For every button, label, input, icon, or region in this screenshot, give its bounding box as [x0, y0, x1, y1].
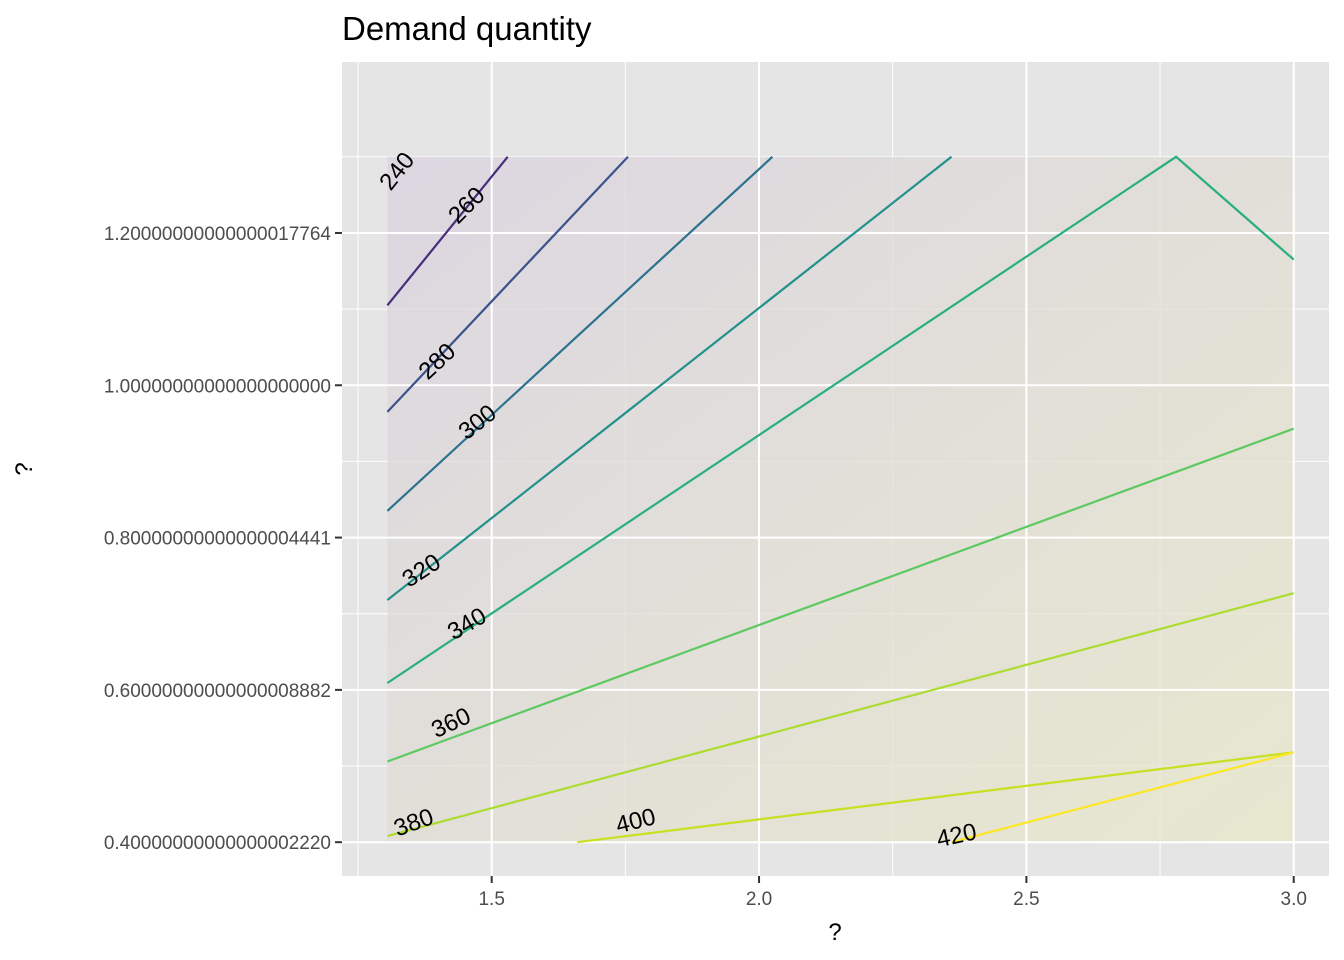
- y-axis: 0.40000000000000002220 0.6000000000000000…: [104, 224, 342, 854]
- x-tick-label: 2.5: [1013, 889, 1039, 910]
- contour-line-360: [387, 427, 1295, 763]
- contour-line-420: [951, 751, 1294, 844]
- y-tick-label: 1.00000000000000000000: [104, 376, 331, 397]
- y-tick-label: 1.20000000000000017764: [104, 224, 332, 245]
- chart-title: Demand quantity: [342, 10, 592, 47]
- contour-line-300: [386, 155, 774, 512]
- contour-line-260: [386, 156, 509, 306]
- filled-region: [387, 156, 1294, 843]
- y-axis-title: ?: [11, 462, 38, 475]
- x-tick-label: 1.5: [478, 889, 504, 910]
- x-tick-label: 2.0: [746, 889, 772, 910]
- contour-line-380: [387, 592, 1294, 838]
- contour-line-320: [386, 155, 953, 601]
- contour-lines: [386, 155, 1295, 844]
- y-tick-label: 0.40000000000000002220: [104, 833, 331, 854]
- contour-line-400: [577, 751, 1294, 844]
- x-axis: 1.5 2.0 2.5 3.0: [478, 876, 1307, 910]
- contour-line-340: [386, 155, 1295, 684]
- x-tick-label: 3.0: [1281, 889, 1307, 910]
- y-tick-label: 0.80000000000000004441: [104, 529, 331, 550]
- contour-line-280: [386, 156, 629, 413]
- y-tick-label: 0.60000000000000008882: [104, 681, 331, 702]
- x-axis-title: ?: [828, 919, 841, 946]
- major-grid: [342, 62, 1329, 876]
